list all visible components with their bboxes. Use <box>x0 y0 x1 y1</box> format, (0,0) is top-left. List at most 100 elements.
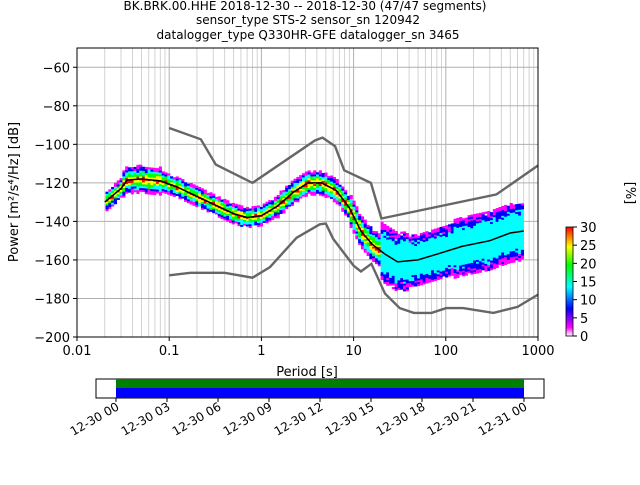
heatmap-cell <box>481 233 485 236</box>
heatmap-cell <box>495 244 499 247</box>
heatmap-cell <box>383 279 387 283</box>
heatmap-cell <box>358 231 362 234</box>
heatmap-cell <box>279 207 283 211</box>
heatmap-cell <box>428 280 432 283</box>
heatmap-cell <box>293 197 297 201</box>
heatmap-cell <box>290 199 294 203</box>
heatmap-cell <box>374 252 379 255</box>
heatmap-cell <box>456 271 460 275</box>
heatmap-cell <box>139 176 143 179</box>
heatmap-cell <box>318 172 322 175</box>
heatmap-cell <box>487 238 491 241</box>
heatmap-cell <box>394 279 398 282</box>
heatmap-cell <box>492 251 496 254</box>
heatmap-cell <box>307 176 311 179</box>
heatmap-cell <box>453 245 457 248</box>
y-tick-label: −200 <box>34 331 70 346</box>
heatmap-cell <box>251 217 255 220</box>
heatmap-cell <box>243 210 247 213</box>
heatmap-cell <box>411 238 415 241</box>
heatmap-cell <box>447 239 452 242</box>
heatmap-cell <box>240 220 244 224</box>
heatmap-cell <box>231 222 235 225</box>
heatmap-cell <box>506 252 510 255</box>
heatmap-cell <box>414 255 418 258</box>
heatmap-cell <box>321 190 325 193</box>
heatmap-cell <box>419 254 423 257</box>
heatmap-cell <box>405 286 409 290</box>
heatmap-cell <box>470 241 474 244</box>
heatmap-cell <box>386 246 390 250</box>
heatmap-cell <box>408 253 412 257</box>
heatmap-cell <box>287 200 292 203</box>
heatmap-cell <box>388 283 393 286</box>
heatmap-cell <box>324 178 328 181</box>
heatmap-cell <box>144 174 148 177</box>
heatmap-cell <box>417 280 421 283</box>
heatmap-cell <box>366 230 370 233</box>
heatmap-cell <box>257 216 261 220</box>
heatmap-cell <box>490 264 494 267</box>
heatmap-cell <box>158 185 162 188</box>
heatmap-cell <box>141 168 146 171</box>
heatmap-cell <box>445 236 449 239</box>
heatmap-cell <box>476 246 480 249</box>
heatmap-cell <box>403 231 407 234</box>
heatmap-cell <box>487 222 491 225</box>
heatmap-cell <box>433 234 438 237</box>
heatmap-cell <box>506 207 510 210</box>
heatmap-cell <box>487 232 491 235</box>
heatmap-cell <box>473 223 477 226</box>
heatmap-cell <box>391 240 395 244</box>
heatmap-cell <box>509 256 513 260</box>
heatmap-cell <box>439 265 443 268</box>
heatmap-cell <box>425 244 429 247</box>
heatmap-cell <box>456 231 460 234</box>
heatmap-cell <box>504 247 508 250</box>
heatmap-cell <box>467 218 471 222</box>
heatmap-cell <box>296 190 300 193</box>
heatmap-cell <box>313 187 317 190</box>
heatmap-cell <box>380 254 384 257</box>
heatmap-cell <box>119 181 123 185</box>
heatmap-cell <box>487 226 491 229</box>
heatmap-cell <box>428 270 432 274</box>
heatmap-cell <box>147 184 151 187</box>
heatmap-cell <box>383 231 387 234</box>
heatmap-cell <box>388 237 393 240</box>
heatmap-cell <box>431 241 435 244</box>
heatmap-cell <box>296 186 300 189</box>
heatmap-cell <box>130 172 134 176</box>
heatmap-cell <box>428 268 432 272</box>
heatmap-cell <box>310 191 314 194</box>
heatmap-cell <box>338 188 342 191</box>
heatmap-cell <box>139 172 143 175</box>
heatmap-cell <box>313 191 317 194</box>
heatmap-cell <box>352 204 356 207</box>
heatmap-cell <box>172 183 176 186</box>
heatmap-cell <box>164 174 168 177</box>
heatmap-cell <box>400 248 404 252</box>
heatmap-cell <box>133 184 137 187</box>
heatmap-cell <box>245 218 249 221</box>
heatmap-cell <box>467 253 471 256</box>
heatmap-cell <box>268 219 272 222</box>
heatmap-cell <box>417 260 421 263</box>
heatmap-cell <box>433 244 438 247</box>
heatmap-cell <box>366 236 370 239</box>
heatmap-cell <box>518 246 522 249</box>
heatmap-cell <box>330 194 334 197</box>
heatmap-cell <box>445 265 449 268</box>
heatmap-cell <box>498 259 502 262</box>
heatmap-cell <box>490 248 494 251</box>
heatmap-cell <box>257 205 261 208</box>
heatmap-cell <box>310 179 314 183</box>
heatmap-cell <box>419 265 423 268</box>
heatmap-cell <box>265 205 269 208</box>
heatmap-cell <box>498 257 502 260</box>
heatmap-cell <box>490 214 494 217</box>
heatmap-cell <box>383 239 387 242</box>
heatmap-cell <box>108 202 112 206</box>
heatmap-cell <box>113 184 118 187</box>
heatmap-cell <box>506 219 510 222</box>
